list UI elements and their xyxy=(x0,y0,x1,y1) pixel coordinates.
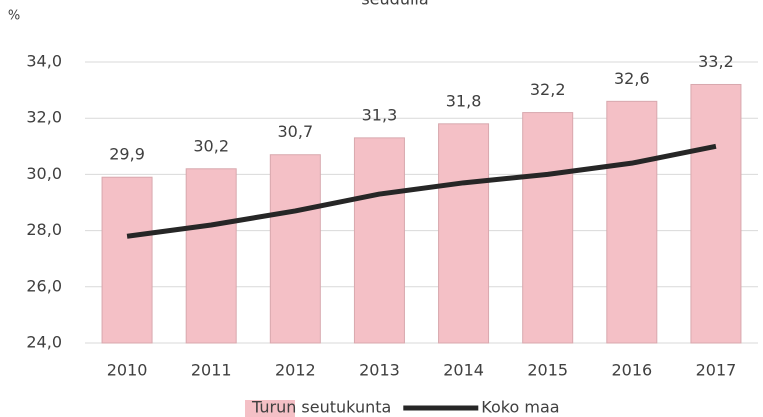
y-tick-label: 26,0 xyxy=(26,276,62,295)
data-label: 30,2 xyxy=(193,136,229,155)
x-tick-label: 2010 xyxy=(107,361,148,380)
legend-swatch xyxy=(245,400,295,417)
bar xyxy=(522,112,574,344)
bar xyxy=(438,123,490,344)
chart-title: seudulla xyxy=(361,0,428,9)
bar xyxy=(690,83,742,344)
bar xyxy=(101,176,153,344)
data-label: 31,3 xyxy=(362,105,398,124)
bar xyxy=(353,137,405,344)
legend-label: Turun seutukunta xyxy=(251,398,391,417)
y-tick-label: 28,0 xyxy=(26,220,62,239)
bar xyxy=(269,154,321,344)
x-tick-label: 2016 xyxy=(611,361,652,380)
y-tick-label: 34,0 xyxy=(26,52,62,71)
data-label: 29,9 xyxy=(109,145,145,164)
line xyxy=(126,143,717,239)
bar xyxy=(185,168,237,344)
data-label: 32,2 xyxy=(530,80,566,99)
data-label: 30,7 xyxy=(278,122,314,141)
x-tick-label: 2011 xyxy=(191,361,232,380)
x-tick-label: 2013 xyxy=(359,361,400,380)
y-axis-label: % xyxy=(8,9,20,24)
legend-label: Koko maa xyxy=(481,398,559,417)
data-label: 33,2 xyxy=(698,52,734,71)
y-tick-label: 32,0 xyxy=(26,108,62,127)
y-tick-label: 24,0 xyxy=(26,333,62,352)
x-tick-label: 2015 xyxy=(527,361,568,380)
x-tick-label: 2012 xyxy=(275,361,316,380)
y-tick-label: 30,0 xyxy=(26,164,62,183)
bar xyxy=(606,100,658,344)
data-label: 32,6 xyxy=(614,69,650,88)
x-tick-label: 2017 xyxy=(696,361,737,380)
data-label: 31,8 xyxy=(446,91,482,110)
x-tick-label: 2014 xyxy=(443,361,484,380)
